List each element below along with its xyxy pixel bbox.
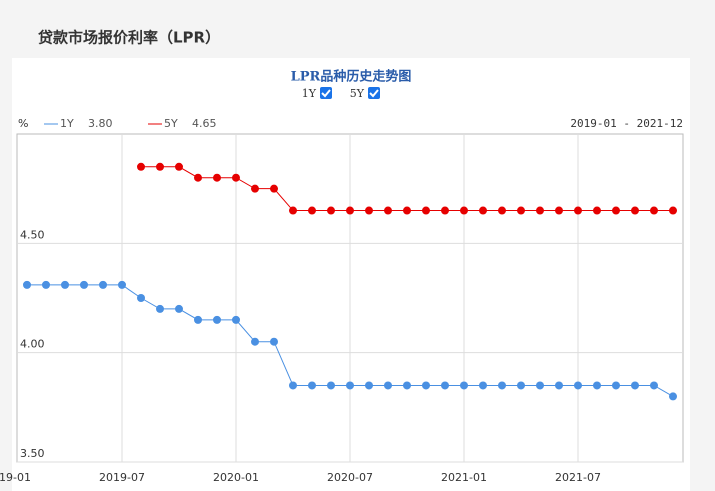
data-point — [232, 315, 240, 324]
data-point — [194, 173, 202, 182]
data-point — [612, 381, 620, 390]
checkbox[interactable] — [320, 87, 332, 99]
data-point — [650, 381, 658, 390]
data-point — [384, 206, 392, 215]
data-point — [327, 381, 335, 390]
data-point — [156, 304, 164, 313]
data-point — [555, 381, 563, 390]
data-point — [536, 206, 544, 215]
data-point — [99, 280, 107, 289]
y-tick-label: 4.00 — [20, 338, 45, 351]
data-point — [232, 173, 240, 182]
check-mark — [321, 89, 331, 98]
data-point — [175, 304, 183, 313]
x-tick-label: 2019-01 — [0, 471, 31, 484]
data-point — [270, 337, 278, 346]
data-point — [327, 206, 335, 215]
data-point — [251, 337, 259, 346]
x-tick-label: 2019-07 — [99, 471, 145, 484]
data-point — [669, 206, 677, 215]
data-point — [574, 206, 582, 215]
data-point — [308, 381, 316, 390]
data-point — [517, 381, 525, 390]
checkbox-label: 1Y — [302, 87, 317, 100]
data-point — [213, 173, 221, 182]
data-point — [574, 381, 582, 390]
checkbox[interactable] — [368, 87, 380, 99]
data-point — [460, 206, 468, 215]
data-point — [384, 381, 392, 390]
data-point — [612, 206, 620, 215]
data-point — [270, 184, 278, 193]
data-point — [498, 381, 506, 390]
data-point — [156, 162, 164, 171]
data-point — [365, 206, 373, 215]
data-point — [441, 206, 449, 215]
data-point — [365, 381, 373, 390]
data-point — [289, 381, 297, 390]
x-tick-label: 2021-01 — [441, 471, 487, 484]
data-point — [118, 280, 126, 289]
data-point — [422, 381, 430, 390]
data-point — [593, 381, 601, 390]
data-point — [23, 280, 31, 289]
legend-label: 5Y — [164, 117, 178, 130]
data-point — [593, 206, 601, 215]
x-tick-label: 2021-07 — [555, 471, 601, 484]
data-point — [251, 184, 259, 193]
data-point — [289, 206, 297, 215]
y-tick-label: 3.50 — [20, 447, 45, 460]
data-point — [460, 381, 468, 390]
checkbox-label: 5Y — [350, 87, 365, 100]
data-point — [61, 280, 69, 289]
chart-title: LPR品种历史走势图 — [291, 69, 412, 85]
data-point — [479, 206, 487, 215]
data-point — [42, 280, 50, 289]
data-point — [194, 315, 202, 324]
data-point — [479, 381, 487, 390]
data-point — [669, 392, 677, 401]
data-point — [422, 206, 430, 215]
card — [12, 58, 690, 491]
legend-label: 1Y — [60, 117, 74, 130]
data-point — [213, 315, 221, 324]
y-unit: % — [18, 117, 28, 130]
data-point — [175, 162, 183, 171]
legend-value: 4.65 — [192, 117, 217, 130]
data-point — [650, 206, 658, 215]
data-point — [137, 162, 145, 171]
data-point — [346, 206, 354, 215]
data-point — [308, 206, 316, 215]
data-point — [441, 381, 449, 390]
data-point — [536, 381, 544, 390]
range-label: 2019-01 - 2021-12 — [570, 117, 683, 130]
data-point — [403, 206, 411, 215]
y-tick-label: 4.50 — [20, 228, 45, 241]
data-point — [517, 206, 525, 215]
data-point — [631, 206, 639, 215]
data-point — [137, 294, 145, 302]
data-point — [80, 280, 88, 289]
data-point — [631, 381, 639, 390]
check-mark — [369, 89, 379, 98]
data-point — [403, 381, 411, 390]
data-point — [555, 206, 563, 215]
data-point — [346, 381, 354, 390]
x-tick-label: 2020-07 — [327, 471, 373, 484]
page-header: 贷款市场报价利率（LPR） — [38, 29, 220, 47]
legend-value: 3.80 — [88, 117, 113, 130]
data-point — [498, 206, 506, 215]
x-tick-label: 2020-01 — [213, 471, 259, 484]
